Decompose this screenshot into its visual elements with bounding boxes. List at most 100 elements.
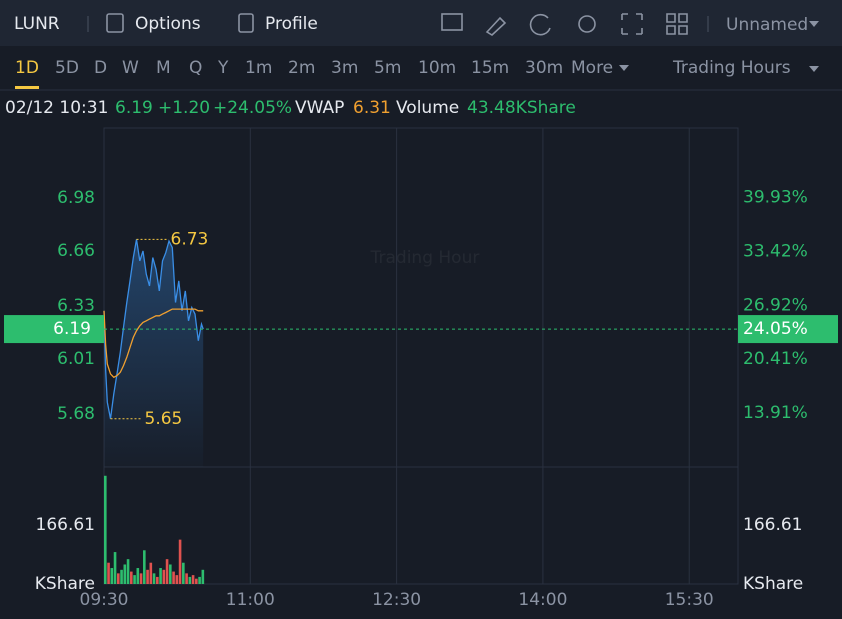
- timeframe-tab[interactable]: 15m: [471, 58, 509, 78]
- volume-bar: [156, 576, 159, 584]
- volume-bar: [146, 569, 149, 584]
- volume-bar: [178, 539, 182, 584]
- volume-bar: [110, 568, 114, 584]
- volume-bar: [195, 578, 198, 584]
- volume-bar: [198, 576, 201, 584]
- volume-tick-label: 166.61: [743, 515, 802, 535]
- draw-icon[interactable]: [485, 16, 507, 36]
- volume-unit: KShare: [743, 574, 803, 594]
- volume-bar: [152, 573, 156, 584]
- timeframe-tab[interactable]: 3m: [331, 58, 358, 78]
- vwap-line: [103, 308, 204, 379]
- volume-bar: [165, 559, 169, 584]
- y-tick-label: 6.01: [57, 349, 95, 369]
- timeframe-tab[interactable]: 5D: [55, 58, 79, 78]
- fullscreen-icon[interactable]: [621, 13, 643, 35]
- info-time: 02/12 10:31: [5, 98, 108, 118]
- volume-bar: [188, 576, 192, 584]
- extreme-label: 5.65: [145, 409, 183, 429]
- volume-bar: [107, 562, 110, 584]
- volume-bar: [126, 559, 130, 584]
- volume-bar: [175, 575, 179, 584]
- timeframe-tab[interactable]: Q: [189, 58, 202, 78]
- volume-bar: [117, 573, 120, 584]
- volume-bar: [201, 569, 205, 584]
- timeframe-tab[interactable]: 2m: [288, 58, 315, 78]
- current-price-label: 6.19: [53, 319, 91, 339]
- x-tick-label: 09:30: [80, 590, 129, 610]
- extreme-label: 6.73: [171, 229, 209, 249]
- y-tick-label: 6.66: [57, 241, 95, 261]
- symbol[interactable]: LUNR: [14, 14, 60, 34]
- profile-button[interactable]: Profile: [265, 14, 318, 34]
- volume-bar: [191, 575, 195, 584]
- timeframe-tab[interactable]: 1m: [245, 58, 272, 78]
- timeframe-tab[interactable]: 30m: [525, 58, 563, 78]
- current-change-box: [738, 315, 838, 344]
- timeframe-tab[interactable]: M: [156, 58, 171, 78]
- y2-tick-label: 26.92%: [743, 295, 808, 315]
- dropdown-arrow[interactable]: [809, 21, 819, 27]
- volume-bar: [130, 571, 133, 584]
- watermark: Trading Hour: [370, 248, 480, 268]
- dropdown-arrow[interactable]: [809, 66, 819, 72]
- toolbar: [0, 0, 842, 46]
- volume-tick-label: 166.61: [36, 515, 95, 535]
- layout-name[interactable]: Unnamed: [726, 15, 808, 35]
- x-tick-label: 15:30: [665, 590, 714, 610]
- y2-tick-label: 13.91%: [743, 403, 808, 423]
- timeframe-tab[interactable]: Y: [217, 58, 229, 78]
- current-price-box: [4, 315, 104, 344]
- settings-icon[interactable]: [578, 15, 596, 33]
- price-line: [103, 239, 204, 419]
- timeframe-tab[interactable]: 1D: [15, 58, 39, 78]
- volume-bar: [185, 573, 188, 584]
- timeframe-tab[interactable]: 10m: [418, 58, 456, 78]
- x-tick-label: 12:30: [372, 590, 421, 610]
- y2-tick-label: 39.93%: [743, 187, 808, 207]
- info-volume-label: Volume: [396, 98, 459, 118]
- options-button[interactable]: Options: [135, 14, 201, 34]
- info-price: 6.19: [115, 98, 153, 118]
- info-vwap: 6.31: [353, 98, 391, 118]
- timeframe-tab[interactable]: D: [94, 58, 107, 78]
- volume-bar: [104, 475, 107, 584]
- x-tick-label: 11:00: [226, 590, 275, 610]
- volume-bar: [169, 564, 172, 584]
- volume-bar: [162, 569, 166, 584]
- volume-bar: [149, 562, 153, 584]
- session-select[interactable]: Trading Hours: [672, 58, 791, 78]
- volume-bar: [159, 568, 162, 584]
- volume-bar: [143, 550, 146, 584]
- info-change: +1.20: [158, 98, 210, 118]
- options-icon[interactable]: [106, 13, 124, 33]
- current-change-label: 24.05%: [743, 319, 808, 339]
- volume-bar: [172, 571, 175, 584]
- price-area: [104, 239, 204, 467]
- y2-tick-label: 20.41%: [743, 349, 808, 369]
- volume-bar: [133, 575, 136, 584]
- timeframe-tab[interactable]: 5m: [374, 58, 401, 78]
- x-tick-label: 14:00: [518, 590, 567, 610]
- volume-bar: [136, 568, 140, 584]
- volume-unit: KShare: [35, 574, 95, 594]
- y-tick-label: 6.33: [57, 296, 95, 316]
- y-tick-label: 5.68: [57, 404, 95, 424]
- y2-tick-label: 33.42%: [743, 241, 808, 261]
- layout-icon[interactable]: [666, 13, 688, 35]
- active-underline: [15, 86, 39, 89]
- volume-bar: [120, 569, 123, 584]
- volume-bar: [139, 573, 143, 584]
- timeframe-tab[interactable]: More: [571, 58, 613, 78]
- volume-bar: [113, 552, 117, 584]
- indicator-icon[interactable]: [441, 13, 463, 31]
- profile-icon[interactable]: [238, 13, 254, 33]
- refresh-icon[interactable]: [529, 13, 551, 36]
- volume-bar: [182, 562, 185, 584]
- info-vwap-label: VWAP: [295, 98, 344, 118]
- volume-bar: [123, 564, 127, 584]
- y-tick-label: 6.98: [57, 188, 95, 208]
- timeframe-tab[interactable]: W: [122, 58, 139, 78]
- dropdown-arrow[interactable]: [619, 65, 629, 71]
